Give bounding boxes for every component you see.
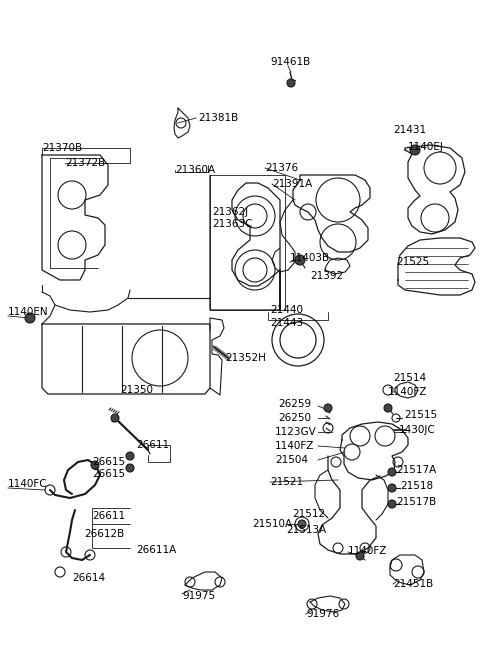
- Text: 1430JC: 1430JC: [399, 425, 436, 435]
- Text: 21504: 21504: [275, 455, 308, 465]
- Text: 21510A: 21510A: [252, 519, 292, 529]
- Text: 21521: 21521: [270, 477, 303, 487]
- Text: 21350: 21350: [120, 385, 153, 395]
- Text: 26614: 26614: [72, 573, 105, 583]
- Text: 21381B: 21381B: [198, 113, 238, 123]
- Circle shape: [324, 404, 332, 412]
- Text: 21443: 21443: [270, 318, 303, 328]
- Text: 26615: 26615: [92, 469, 125, 479]
- Circle shape: [388, 468, 396, 476]
- Circle shape: [384, 404, 392, 412]
- Text: 21517B: 21517B: [396, 497, 436, 507]
- Text: 21372B: 21372B: [65, 158, 105, 168]
- Text: 26611: 26611: [92, 511, 125, 521]
- Text: 21513A: 21513A: [286, 525, 326, 535]
- Text: 21391A: 21391A: [272, 179, 312, 189]
- Circle shape: [126, 464, 134, 472]
- Circle shape: [410, 145, 420, 155]
- Text: 1140FZ: 1140FZ: [388, 387, 427, 397]
- Text: 21514: 21514: [393, 373, 426, 383]
- Circle shape: [287, 79, 295, 87]
- Text: 21376: 21376: [265, 163, 298, 173]
- Text: 21392: 21392: [310, 271, 343, 281]
- Circle shape: [25, 313, 35, 323]
- Circle shape: [298, 520, 306, 528]
- Text: 26611: 26611: [136, 440, 169, 450]
- Circle shape: [111, 414, 119, 422]
- Text: 21525: 21525: [396, 257, 429, 267]
- Text: 21370B: 21370B: [42, 143, 82, 153]
- Text: 26611A: 26611A: [136, 545, 176, 555]
- Text: 26612B: 26612B: [84, 529, 124, 539]
- Text: 21362J: 21362J: [212, 207, 248, 217]
- Circle shape: [388, 500, 396, 508]
- Text: 21515: 21515: [404, 410, 437, 420]
- Text: 21363C: 21363C: [212, 219, 252, 229]
- Circle shape: [388, 484, 396, 492]
- Text: 21440: 21440: [270, 305, 303, 315]
- Circle shape: [91, 461, 99, 469]
- Text: 21518: 21518: [400, 481, 433, 491]
- Text: 1123GV: 1123GV: [275, 427, 317, 437]
- Text: 21512: 21512: [292, 509, 325, 519]
- Text: 21431: 21431: [393, 125, 426, 135]
- Text: 1140FZ: 1140FZ: [275, 441, 314, 451]
- Text: 26250: 26250: [278, 413, 311, 423]
- Text: 91976: 91976: [306, 609, 339, 619]
- Text: 21451B: 21451B: [393, 579, 433, 589]
- Text: 1140EN: 1140EN: [8, 307, 48, 317]
- Circle shape: [295, 255, 305, 265]
- Text: 21517A: 21517A: [396, 465, 436, 475]
- Text: 1140FC: 1140FC: [8, 479, 48, 489]
- Text: 11403B: 11403B: [290, 253, 330, 263]
- Text: 1140EJ: 1140EJ: [408, 142, 444, 152]
- Text: 21352H: 21352H: [225, 353, 266, 363]
- Text: 26259: 26259: [278, 399, 311, 409]
- Text: 26615: 26615: [92, 457, 125, 467]
- Text: 1140FZ: 1140FZ: [348, 546, 387, 556]
- Text: 21360A: 21360A: [175, 165, 215, 175]
- Circle shape: [356, 552, 364, 560]
- Text: 91461B: 91461B: [270, 57, 310, 67]
- Text: 91975: 91975: [182, 591, 215, 601]
- Circle shape: [126, 452, 134, 460]
